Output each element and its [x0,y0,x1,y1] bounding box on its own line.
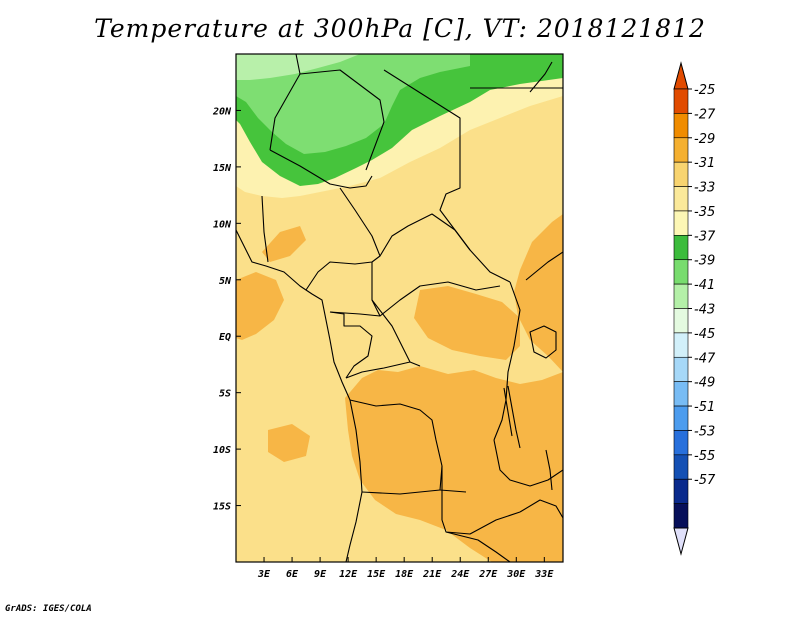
field-level-m39 [236,54,470,154]
lake-victoria [529,325,557,359]
lon-tick-label: 3E [257,569,271,580]
colorbar-swatch [673,137,689,163]
map-title: Temperature at 300hPa [C], VT: 201812181… [94,14,706,43]
lon-tick-label: 15E [367,569,386,580]
colorbar-label: -39 [694,254,715,269]
colorbar-swatch [673,161,689,187]
lat-tick-label: 15S [213,502,231,513]
colorbar-label: -45 [694,327,715,342]
colorbar-label: -37 [694,229,716,244]
colorbar-label: -43 [694,303,715,318]
colorbar-bottom-arrow [673,527,689,556]
colorbar-swatch [673,478,689,504]
colorbar-label: -57 [694,473,716,488]
colorbar-label: -53 [694,424,715,439]
border-drc [345,361,467,493]
colorbar-label: -51 [694,400,715,415]
colorbar-swatch [673,308,689,334]
border-east-1 [525,251,563,281]
lat-tick-label: EQ [219,332,231,343]
colorbar-swatch [673,235,689,261]
lon-tick-label: 27E [478,569,498,580]
axis-labels: 3E 6E 9E 12E 15E 18E 21E 24E 27E 30E 33E 20N 15N 10N 5… [212,106,554,580]
colorbar-label: -35 [694,205,715,220]
border-gabon-congo [329,299,411,379]
border-sahel [269,149,373,189]
field-level-m29-central [414,286,520,360]
lat-tick-label: 10S [213,445,231,456]
colorbar-label: -55 [694,449,715,464]
colorbar-swatch [673,113,689,139]
lon-tick-label: 9E [314,569,327,580]
colorbar-swatch [673,210,689,236]
border-south [445,499,563,562]
map-frame [235,53,564,563]
lon-tick-label: 33E [534,569,554,580]
lon-tick-label: 30E [506,569,526,580]
colorbar-swatch [673,259,689,285]
colorbar-swatch [673,186,689,212]
border-north-2 [299,69,385,171]
lon-tick-label: 12E [339,569,358,580]
lat-tick-label: 15N [213,163,232,174]
border-north-1 [269,54,301,151]
colorbar-label: -49 [694,376,715,391]
lon-tick-label: 24E [450,569,470,580]
colorbar-label: -47 [694,351,716,366]
field-level-m29-streak [262,226,306,262]
lat-tick-label: 5N [219,276,232,287]
colorbar-label: -41 [694,278,715,293]
field-level-m29-east [514,214,563,372]
axis-ticks [236,109,545,562]
lat-tick-label: 5S [219,389,231,400]
lat-tick-label: 10N [213,219,232,230]
lat-tick-label: 20N [212,106,232,117]
field-level-m29-west [236,272,284,340]
temperature-field [236,54,563,562]
border-car [379,281,501,317]
colorbar-swatch [673,332,689,358]
colorbar-swatch [673,356,689,382]
lon-tick-label: 21E [422,569,442,580]
colorbar-swatch [673,283,689,309]
colorbar-label: -27 [694,107,716,122]
footer-credit: GrADS: IGES/COLA [5,604,92,614]
colorbar-label: -29 [694,132,715,147]
colorbar-swatch [673,405,689,431]
colorbar-swatch [673,88,689,114]
colorbar-swatch [673,381,689,407]
colorbar-label: -31 [694,156,715,171]
lake-tanganyika [503,385,521,449]
border-angola [361,466,521,535]
lon-tick-label: 18E [395,569,414,580]
red-sea-coast [529,61,553,93]
colorbar-swatch [673,503,689,529]
country-borders [236,54,563,562]
colorbar: -25 -27 -29 -31 -33 -35 -37 -39 -41 -43 -45 -47 -49 -… [673,61,716,556]
border-east-drc [493,281,521,441]
field-level-m29-patch [268,424,310,462]
colorbar-swatch [673,454,689,480]
colorbar-swatch [673,430,689,456]
field-level-m41 [236,54,360,80]
colorbar-top-arrow [673,61,689,90]
lon-tick-label: 6E [286,569,299,580]
colorbar-label: -25 [694,83,715,98]
colorbar-label: -33 [694,181,715,196]
lake-malawi [545,449,553,491]
